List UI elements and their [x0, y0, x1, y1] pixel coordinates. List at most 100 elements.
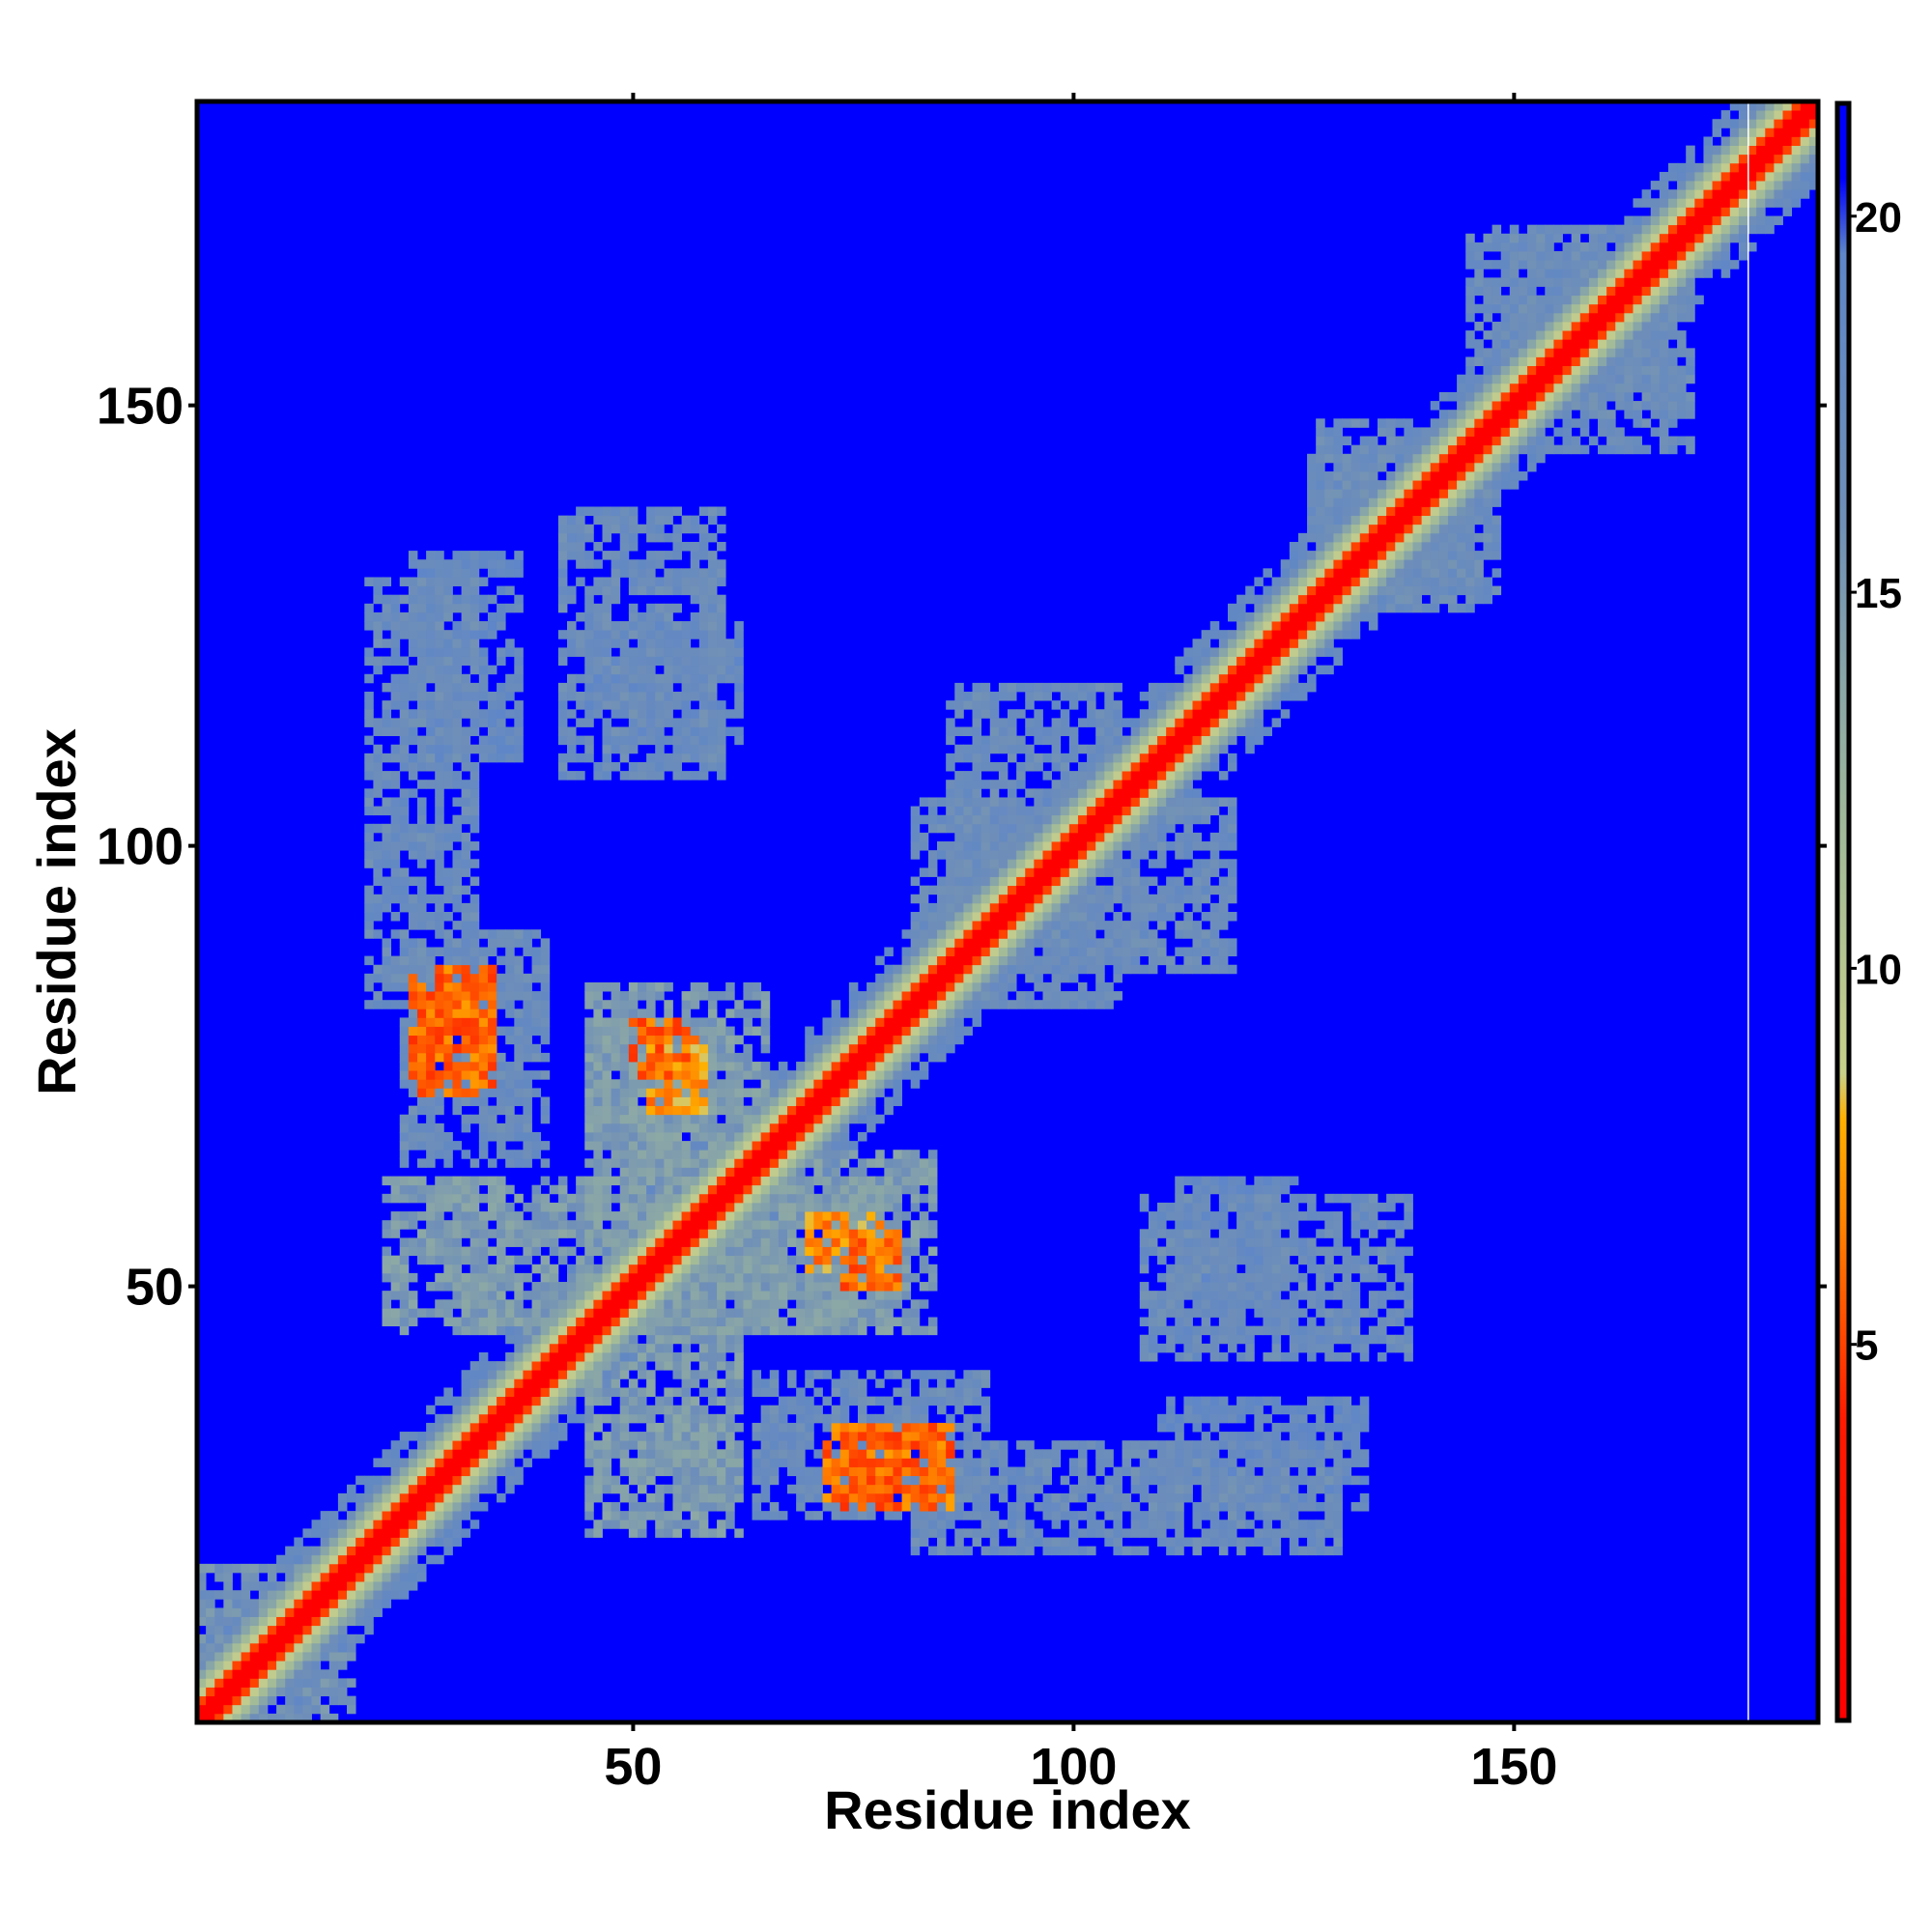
heatmap-cell	[611, 1291, 621, 1300]
heatmap-cell	[390, 1492, 401, 1503]
heatmap-cell	[963, 1422, 973, 1433]
heatmap-cell	[946, 1387, 955, 1397]
heatmap-cell	[469, 656, 480, 667]
heatmap-cell	[831, 1255, 841, 1265]
heatmap-cell	[382, 1546, 392, 1556]
heatmap-cell	[531, 1184, 542, 1195]
heatmap-cell	[452, 876, 462, 887]
heatmap-cell	[769, 1237, 780, 1247]
heatmap-cell	[399, 1546, 410, 1556]
heatmap-cell	[875, 1062, 885, 1071]
heatmap-cell	[628, 1026, 639, 1037]
heatmap-cell	[241, 1625, 251, 1635]
heatmap-cell	[778, 1062, 788, 1071]
heatmap-cell	[373, 744, 383, 754]
heatmap-cell	[435, 780, 444, 789]
heatmap-cell	[452, 867, 462, 877]
heatmap-cell	[390, 981, 401, 992]
heatmap-cell	[557, 1246, 568, 1257]
heatmap-cell	[469, 1413, 480, 1424]
heatmap-cell	[461, 709, 471, 719]
heatmap-cell	[461, 1035, 471, 1045]
heatmap-cell	[408, 1537, 418, 1548]
heatmap-cell	[611, 1413, 621, 1424]
heatmap-cell	[707, 1211, 718, 1221]
heatmap-cell	[232, 1642, 242, 1653]
heatmap-cell	[637, 1370, 647, 1379]
heatmap-cell	[373, 1563, 383, 1574]
heatmap-cell	[576, 1370, 585, 1379]
heatmap-cell	[1008, 709, 1017, 719]
heatmap-cell	[469, 1291, 480, 1300]
heatmap-cell	[787, 1264, 797, 1274]
heatmap-cell	[302, 1625, 312, 1635]
heatmap-cell	[285, 1652, 295, 1662]
heatmap-cell	[681, 1079, 692, 1089]
heatmap-cell	[557, 1370, 568, 1379]
heatmap-cell	[760, 1105, 771, 1116]
heatmap-cell	[478, 1009, 489, 1018]
heatmap-cell	[655, 735, 665, 746]
heatmap-cell	[734, 1449, 744, 1459]
heatmap-cell	[487, 709, 497, 719]
heatmap-cell	[435, 568, 444, 578]
heatmap-cell	[946, 955, 955, 966]
heatmap-cell	[725, 991, 735, 1001]
heatmap-cell	[576, 1299, 585, 1309]
heatmap-cell	[769, 1167, 780, 1177]
heatmap-cell	[760, 1202, 771, 1212]
heatmap-cell	[901, 1475, 912, 1486]
heatmap-cell	[602, 1502, 612, 1512]
heatmap-cell	[557, 1193, 568, 1204]
heatmap-cell	[752, 1387, 762, 1397]
heatmap-cell	[954, 797, 964, 807]
heatmap-cell	[549, 1432, 559, 1441]
heatmap-cell	[452, 1492, 462, 1503]
heatmap-cell	[972, 1511, 982, 1520]
heatmap-cell	[399, 1000, 410, 1009]
heatmap-cell	[717, 991, 726, 1001]
heatmap-cell	[408, 788, 418, 798]
heatmap-cell	[857, 1114, 867, 1124]
heatmap-cell	[901, 1449, 912, 1459]
heatmap-cell	[839, 1378, 850, 1388]
heatmap-cell	[223, 1652, 233, 1662]
heatmap-cell	[954, 1378, 964, 1388]
heatmap-cell	[443, 559, 453, 569]
heatmap-cell	[593, 1237, 603, 1247]
heatmap-cell	[416, 991, 427, 1001]
heatmap-cell	[355, 1475, 365, 1486]
heatmap-cell	[805, 1043, 814, 1054]
heatmap-cell	[497, 656, 506, 667]
heatmap-cell	[805, 1158, 814, 1168]
heatmap-cell	[549, 1264, 559, 1274]
heatmap-cell	[584, 735, 594, 746]
heatmap-cell	[717, 1211, 726, 1221]
heatmap-cell	[593, 673, 603, 684]
heatmap-cell	[831, 1167, 841, 1177]
heatmap-cell	[461, 1229, 471, 1238]
heatmap-cell	[408, 841, 418, 851]
heatmap-cell	[664, 656, 673, 667]
heatmap-cell	[619, 524, 630, 534]
heatmap-cell	[416, 1035, 427, 1045]
heatmap-cell	[707, 1458, 718, 1467]
heatmap-cell	[927, 823, 938, 834]
heatmap-cell	[443, 1237, 453, 1247]
heatmap-cell	[602, 1246, 612, 1257]
heatmap-cell	[813, 1466, 823, 1477]
heatmap-cell	[337, 1537, 348, 1548]
heatmap-cell	[884, 1017, 894, 1027]
heatmap-cell	[646, 1264, 656, 1274]
heatmap-cell	[646, 761, 656, 772]
heatmap-cell	[628, 1211, 639, 1221]
heatmap-cell	[602, 515, 612, 526]
heatmap-cell	[681, 1343, 692, 1353]
heatmap-cell	[893, 1511, 902, 1520]
heatmap-cell	[760, 1193, 771, 1204]
heatmap-cell	[497, 1255, 506, 1265]
heatmap-cell	[752, 1291, 762, 1300]
heatmap-cell	[848, 1193, 859, 1204]
heatmap-cell	[681, 1492, 692, 1503]
heatmap-cell	[461, 832, 471, 842]
